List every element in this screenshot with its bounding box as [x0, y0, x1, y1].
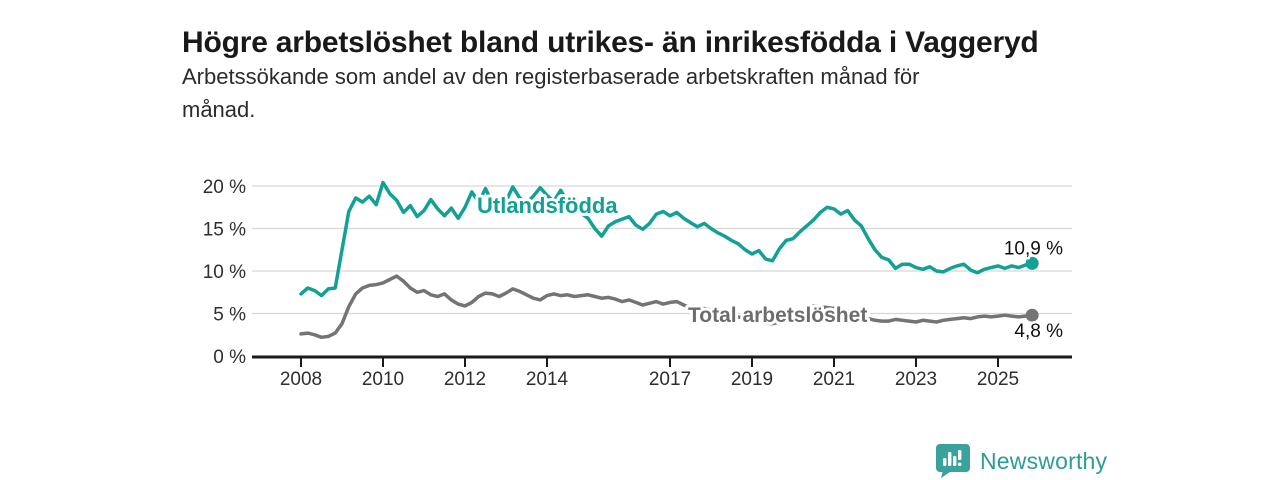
end-value-label-total-arbetsl-shet: 4,8 % — [1014, 321, 1063, 342]
chart-title: Högre arbetslöshet bland utrikes- än inr… — [182, 26, 1039, 60]
x-tick-label-2012: 2012 — [444, 369, 486, 390]
bar-chart-speech-bubble-icon — [936, 444, 970, 478]
series-label-total-arbetsl-shet: Total arbetslöshet — [688, 304, 867, 327]
brand-name: Newsworthy — [980, 447, 1108, 474]
series-line-utlandsf-dda — [299, 180, 1034, 298]
x-tick-label-2025: 2025 — [977, 369, 1019, 390]
series-label-utlandsf-dda: Utlandsfödda — [477, 193, 618, 218]
x-tick-label-2014: 2014 — [526, 369, 569, 390]
y-gridlines — [252, 185, 1072, 315]
x-ticks — [300, 358, 999, 367]
x-tick-label-2021: 2021 — [813, 369, 855, 390]
y-tick-label-20: 20 % — [203, 177, 246, 198]
end-dot-utlandsf-dda — [1025, 256, 1039, 270]
chart-subtitle-line-2: månad. — [182, 97, 256, 122]
y-tick-label-10: 10 % — [203, 262, 246, 283]
end-dot-total-arbetsl-shet — [1025, 308, 1039, 322]
y-tick-label-15: 15 % — [203, 220, 246, 241]
y-tick-label-0: 0 % — [213, 347, 246, 368]
x-tick-label-2019: 2019 — [731, 369, 773, 390]
x-tick-labels: 2008 2010 2012 2014 2017 2019 2021 2023 2025 — [280, 369, 1019, 390]
y-tick-label-5: 5 % — [213, 305, 246, 326]
series-line-total-arbetsl-shet — [299, 274, 1034, 340]
x-tick-label-2010: 2010 — [362, 369, 404, 390]
chart-subtitle: Arbetssökande som andel av den registerb… — [182, 60, 1102, 126]
chart-subtitle-line-1: Arbetssökande som andel av den registerb… — [182, 64, 920, 89]
x-tick-label-2023: 2023 — [895, 369, 937, 390]
x-tick-label-2008: 2008 — [280, 369, 322, 390]
end-value-label-utlandsf-dda: 10,9 % — [1004, 238, 1063, 259]
newsworthy-logo: Newsworthy — [936, 443, 1107, 479]
x-tick-label-2017: 2017 — [649, 369, 691, 390]
y-tick-labels: 0 % 5 % 10 % 15 % 20 % — [203, 177, 246, 368]
